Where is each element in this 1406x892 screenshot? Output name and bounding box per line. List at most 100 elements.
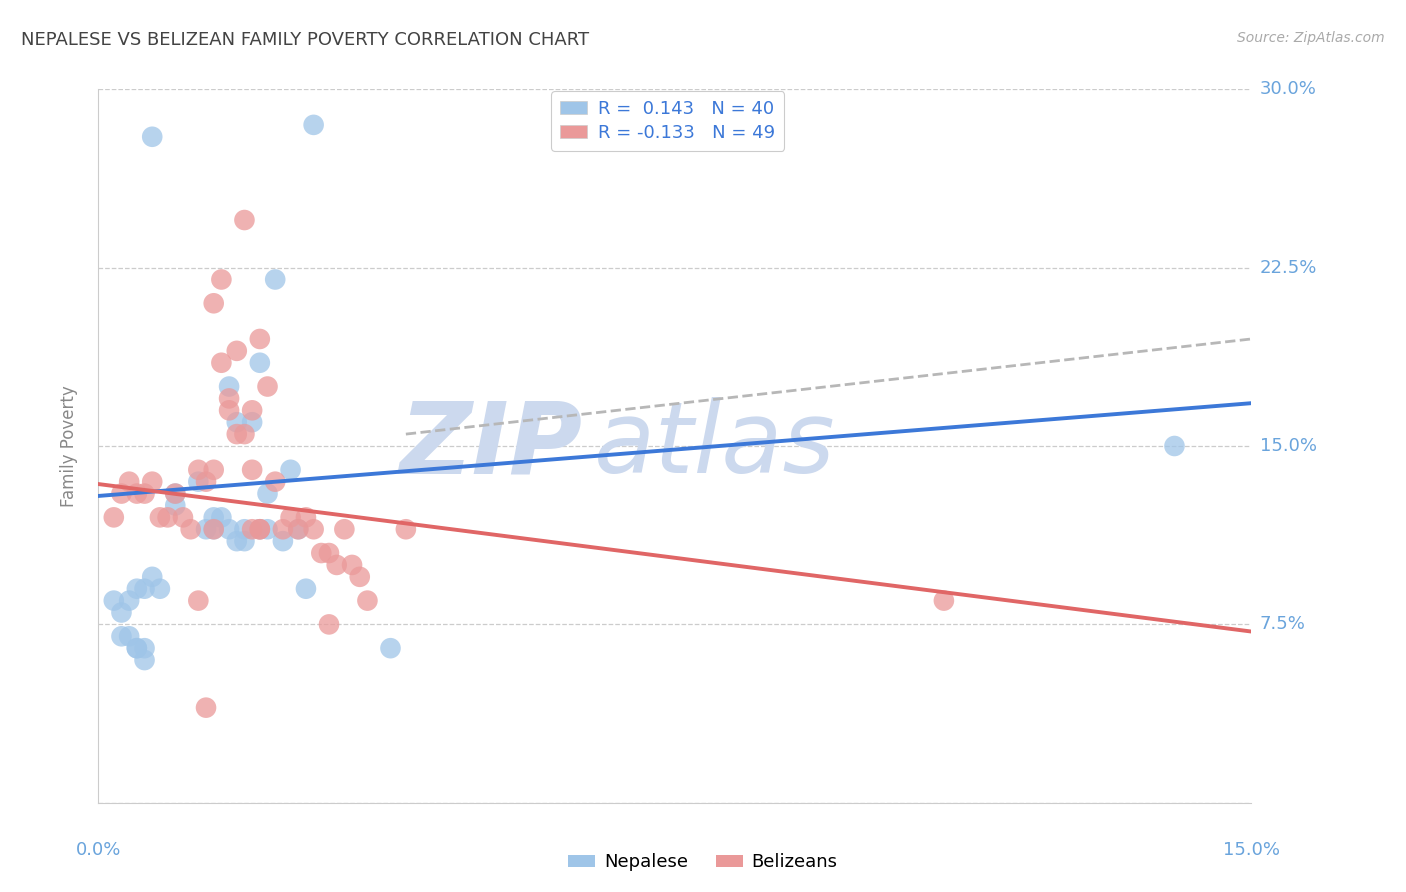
Point [240,403,263,417]
Point [195,475,218,489]
Point [271,522,294,536]
Point [318,617,340,632]
Point [118,475,141,489]
Text: 0.0%: 0.0% [76,841,121,859]
Point [209,272,232,286]
Point [103,510,125,524]
Point [249,522,271,536]
Text: Source: ZipAtlas.com: Source: ZipAtlas.com [1237,31,1385,45]
Point [280,463,302,477]
Point [295,582,318,596]
Point [118,629,141,643]
Text: 30.0%: 30.0% [1260,80,1316,98]
Point [218,522,240,536]
Point [256,522,278,536]
Point [1163,439,1185,453]
Point [233,213,256,227]
Point [134,653,156,667]
Point [156,510,179,524]
Point [218,403,240,417]
Point [249,522,271,536]
Point [218,379,240,393]
Point [202,522,225,536]
Legend: Nepalese, Belizeans: Nepalese, Belizeans [561,847,845,879]
Point [187,463,209,477]
Point [165,486,187,500]
Point [256,486,278,500]
Point [302,118,325,132]
Point [225,415,247,429]
Point [295,510,318,524]
Point [149,582,172,596]
Point [187,593,209,607]
Y-axis label: Family Poverty: Family Poverty [59,385,77,507]
Point [134,641,156,656]
Point [118,593,141,607]
Point [240,463,263,477]
Point [233,522,256,536]
Point [932,593,955,607]
Point [340,558,363,572]
Legend: R =  0.143   N = 40, R = -0.133   N = 49: R = 0.143 N = 40, R = -0.133 N = 49 [551,91,785,151]
Point [195,700,218,714]
Point [264,272,287,286]
Point [134,582,156,596]
Text: 15.0%: 15.0% [1223,841,1279,859]
Text: NEPALESE VS BELIZEAN FAMILY POVERTY CORRELATION CHART: NEPALESE VS BELIZEAN FAMILY POVERTY CORR… [21,31,589,49]
Point [149,510,172,524]
Point [125,641,148,656]
Text: ZIP: ZIP [399,398,582,494]
Point [287,522,309,536]
Point [172,510,194,524]
Point [395,522,418,536]
Point [311,546,333,560]
Point [271,534,294,549]
Point [249,522,271,536]
Point [256,379,278,393]
Point [110,629,132,643]
Point [240,415,263,429]
Point [302,522,325,536]
Point [333,522,356,536]
Point [141,475,163,489]
Text: atlas: atlas [595,398,835,494]
Point [209,510,232,524]
Point [141,570,163,584]
Point [318,546,340,560]
Point [165,499,187,513]
Point [233,534,256,549]
Text: 15.0%: 15.0% [1260,437,1316,455]
Point [249,356,271,370]
Point [187,475,209,489]
Point [141,129,163,144]
Point [134,486,156,500]
Point [218,392,240,406]
Point [225,534,247,549]
Point [380,641,402,656]
Text: 22.5%: 22.5% [1260,259,1317,277]
Point [103,593,125,607]
Point [180,522,202,536]
Point [125,641,148,656]
Point [202,510,225,524]
Point [125,486,148,500]
Point [280,510,302,524]
Point [225,343,247,358]
Point [202,296,225,310]
Point [349,570,371,584]
Point [264,475,287,489]
Point [325,558,347,572]
Point [110,486,132,500]
Point [202,463,225,477]
Point [287,522,309,536]
Point [233,427,256,442]
Point [240,522,263,536]
Point [356,593,378,607]
Point [110,606,132,620]
Point [209,356,232,370]
Point [195,522,218,536]
Text: 7.5%: 7.5% [1260,615,1306,633]
Point [249,332,271,346]
Point [202,522,225,536]
Point [165,486,187,500]
